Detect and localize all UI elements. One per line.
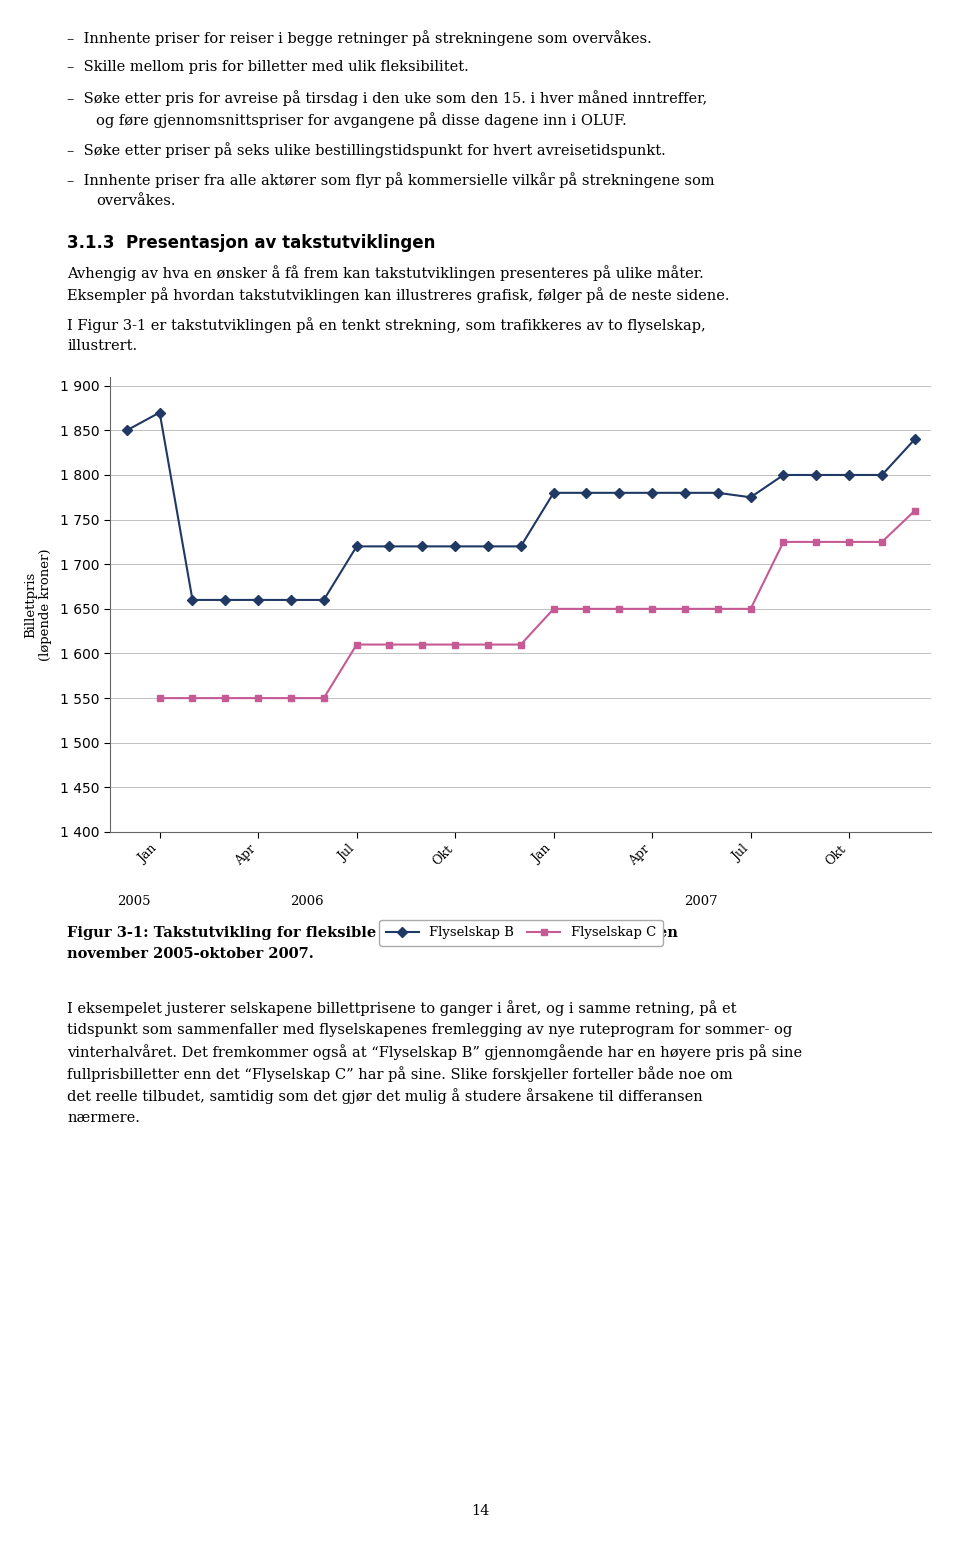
Flyselskap B — [121, 421, 132, 440]
Flyselskap B — [712, 483, 724, 501]
Text: I eksempelet justerer selskapene billettprisene to ganger i året, og i samme ret: I eksempelet justerer selskapene billett… — [67, 1000, 736, 1017]
Flyselskap B — [351, 537, 363, 555]
Flyselskap B — [516, 537, 527, 555]
Flyselskap C — [252, 688, 264, 707]
Flyselskap C — [810, 532, 822, 551]
Flyselskap C — [449, 636, 461, 654]
Text: fullprisbilletter enn det “Flyselskap C” har på sine. Slike forskjeller fortelle: fullprisbilletter enn det “Flyselskap C”… — [67, 1066, 732, 1083]
Text: Eksempler på hvordan takstutviklingen kan illustreres grafisk, følger på de nest: Eksempler på hvordan takstutviklingen ka… — [67, 287, 730, 302]
Flyselskap B — [384, 537, 396, 555]
Flyselskap C — [745, 600, 756, 619]
Flyselskap B — [581, 483, 592, 501]
Flyselskap B — [680, 483, 691, 501]
Text: –  Søke etter pris for avreise på tirsdag i den uke som den 15. i hver måned inn: – Søke etter pris for avreise på tirsdag… — [67, 89, 708, 106]
Flyselskap C — [778, 532, 789, 551]
Text: det reelle tilbudet, samtidig som det gjør det mulig å studere årsakene til diff: det reelle tilbudet, samtidig som det gj… — [67, 1088, 703, 1105]
Legend: Flyselskap B, Flyselskap C: Flyselskap B, Flyselskap C — [379, 920, 662, 946]
Text: –  Skille mellom pris for billetter med ulik fleksibilitet.: – Skille mellom pris for billetter med u… — [67, 60, 468, 74]
Flyselskap C — [613, 600, 625, 619]
Text: og føre gjennomsnittspriser for avgangene på disse dagene inn i OLUF.: og føre gjennomsnittspriser for avgangen… — [96, 113, 627, 128]
Text: 2005: 2005 — [117, 895, 151, 907]
Flyselskap B — [843, 466, 854, 485]
Flyselskap C — [843, 532, 854, 551]
Flyselskap C — [220, 688, 231, 707]
Flyselskap C — [351, 636, 363, 654]
Flyselskap C — [646, 600, 658, 619]
Flyselskap B — [285, 591, 297, 609]
Text: illustrert.: illustrert. — [67, 339, 137, 353]
Flyselskap B — [876, 466, 888, 485]
Flyselskap B — [778, 466, 789, 485]
Flyselskap B — [548, 483, 560, 501]
Text: november 2005-oktober 2007.: november 2005-oktober 2007. — [67, 946, 314, 961]
Text: nærmere.: nærmere. — [67, 1111, 140, 1125]
Text: –  Søke etter priser på seks ulike bestillingstidspunkt for hvert avreisetidspun: – Søke etter priser på seks ulike bestil… — [67, 142, 666, 157]
Flyselskap B — [613, 483, 625, 501]
Flyselskap B — [810, 466, 822, 485]
Text: 2006: 2006 — [291, 895, 324, 907]
Flyselskap B — [482, 537, 493, 555]
Text: I Figur 3-1 er takstutviklingen på en tenkt strekning, som trafikkeres av to fly: I Figur 3-1 er takstutviklingen på en te… — [67, 316, 706, 333]
Flyselskap B — [318, 591, 329, 609]
Flyselskap B — [154, 403, 165, 421]
Text: 3.1.3  Presentasjon av takstutviklingen: 3.1.3 Presentasjon av takstutviklingen — [67, 235, 436, 252]
Text: 2007: 2007 — [684, 895, 718, 907]
Flyselskap C — [482, 636, 493, 654]
Flyselskap B — [745, 488, 756, 506]
Text: –  Innhente priser fra alle aktører som flyr på kommersielle vilkår på strekning: – Innhente priser fra alle aktører som f… — [67, 171, 715, 188]
Flyselskap C — [581, 600, 592, 619]
Text: overvåkes.: overvåkes. — [96, 194, 176, 208]
Flyselskap C — [417, 636, 428, 654]
Flyselskap C — [876, 532, 888, 551]
Text: –  Innhente priser for reiser i begge retninger på strekningene som overvåkes.: – Innhente priser for reiser i begge ret… — [67, 29, 652, 46]
Y-axis label: Billettpris
(løpende kroner): Billettpris (løpende kroner) — [24, 548, 52, 660]
Text: Avhengig av hva en ønsker å få frem kan takstutviklingen presenteres på ulike må: Avhengig av hva en ønsker å få frem kan … — [67, 265, 704, 281]
Flyselskap B — [449, 537, 461, 555]
Flyselskap B — [646, 483, 658, 501]
Flyselskap C — [712, 600, 724, 619]
Flyselskap C — [154, 688, 165, 707]
Flyselskap B — [186, 591, 199, 609]
Flyselskap B — [220, 591, 231, 609]
Text: tidspunkt som sammenfaller med flyselskapenes fremlegging av nye ruteprogram for: tidspunkt som sammenfaller med flyselska… — [67, 1023, 792, 1037]
Flyselskap B — [252, 591, 264, 609]
Flyselskap C — [680, 600, 691, 619]
Flyselskap C — [186, 688, 199, 707]
Flyselskap C — [516, 636, 527, 654]
Flyselskap C — [318, 688, 329, 707]
Flyselskap B — [417, 537, 428, 555]
Text: vinterhalvåret. Det fremkommer også at “Flyselskap B” gjennomgående har en høyer: vinterhalvåret. Det fremkommer også at “… — [67, 1045, 803, 1060]
Flyselskap C — [384, 636, 396, 654]
Text: Figur 3-1: Takstutvikling for fleksible billetter på ”strekning A” i perioden: Figur 3-1: Takstutvikling for fleksible … — [67, 924, 678, 941]
Flyselskap C — [548, 600, 560, 619]
Flyselskap C — [285, 688, 297, 707]
Flyselskap C — [909, 501, 921, 520]
Flyselskap B — [909, 430, 921, 449]
Text: 14: 14 — [470, 1504, 490, 1518]
Line: Flyselskap B: Flyselskap B — [123, 409, 919, 603]
Line: Flyselskap C: Flyselskap C — [156, 508, 919, 702]
